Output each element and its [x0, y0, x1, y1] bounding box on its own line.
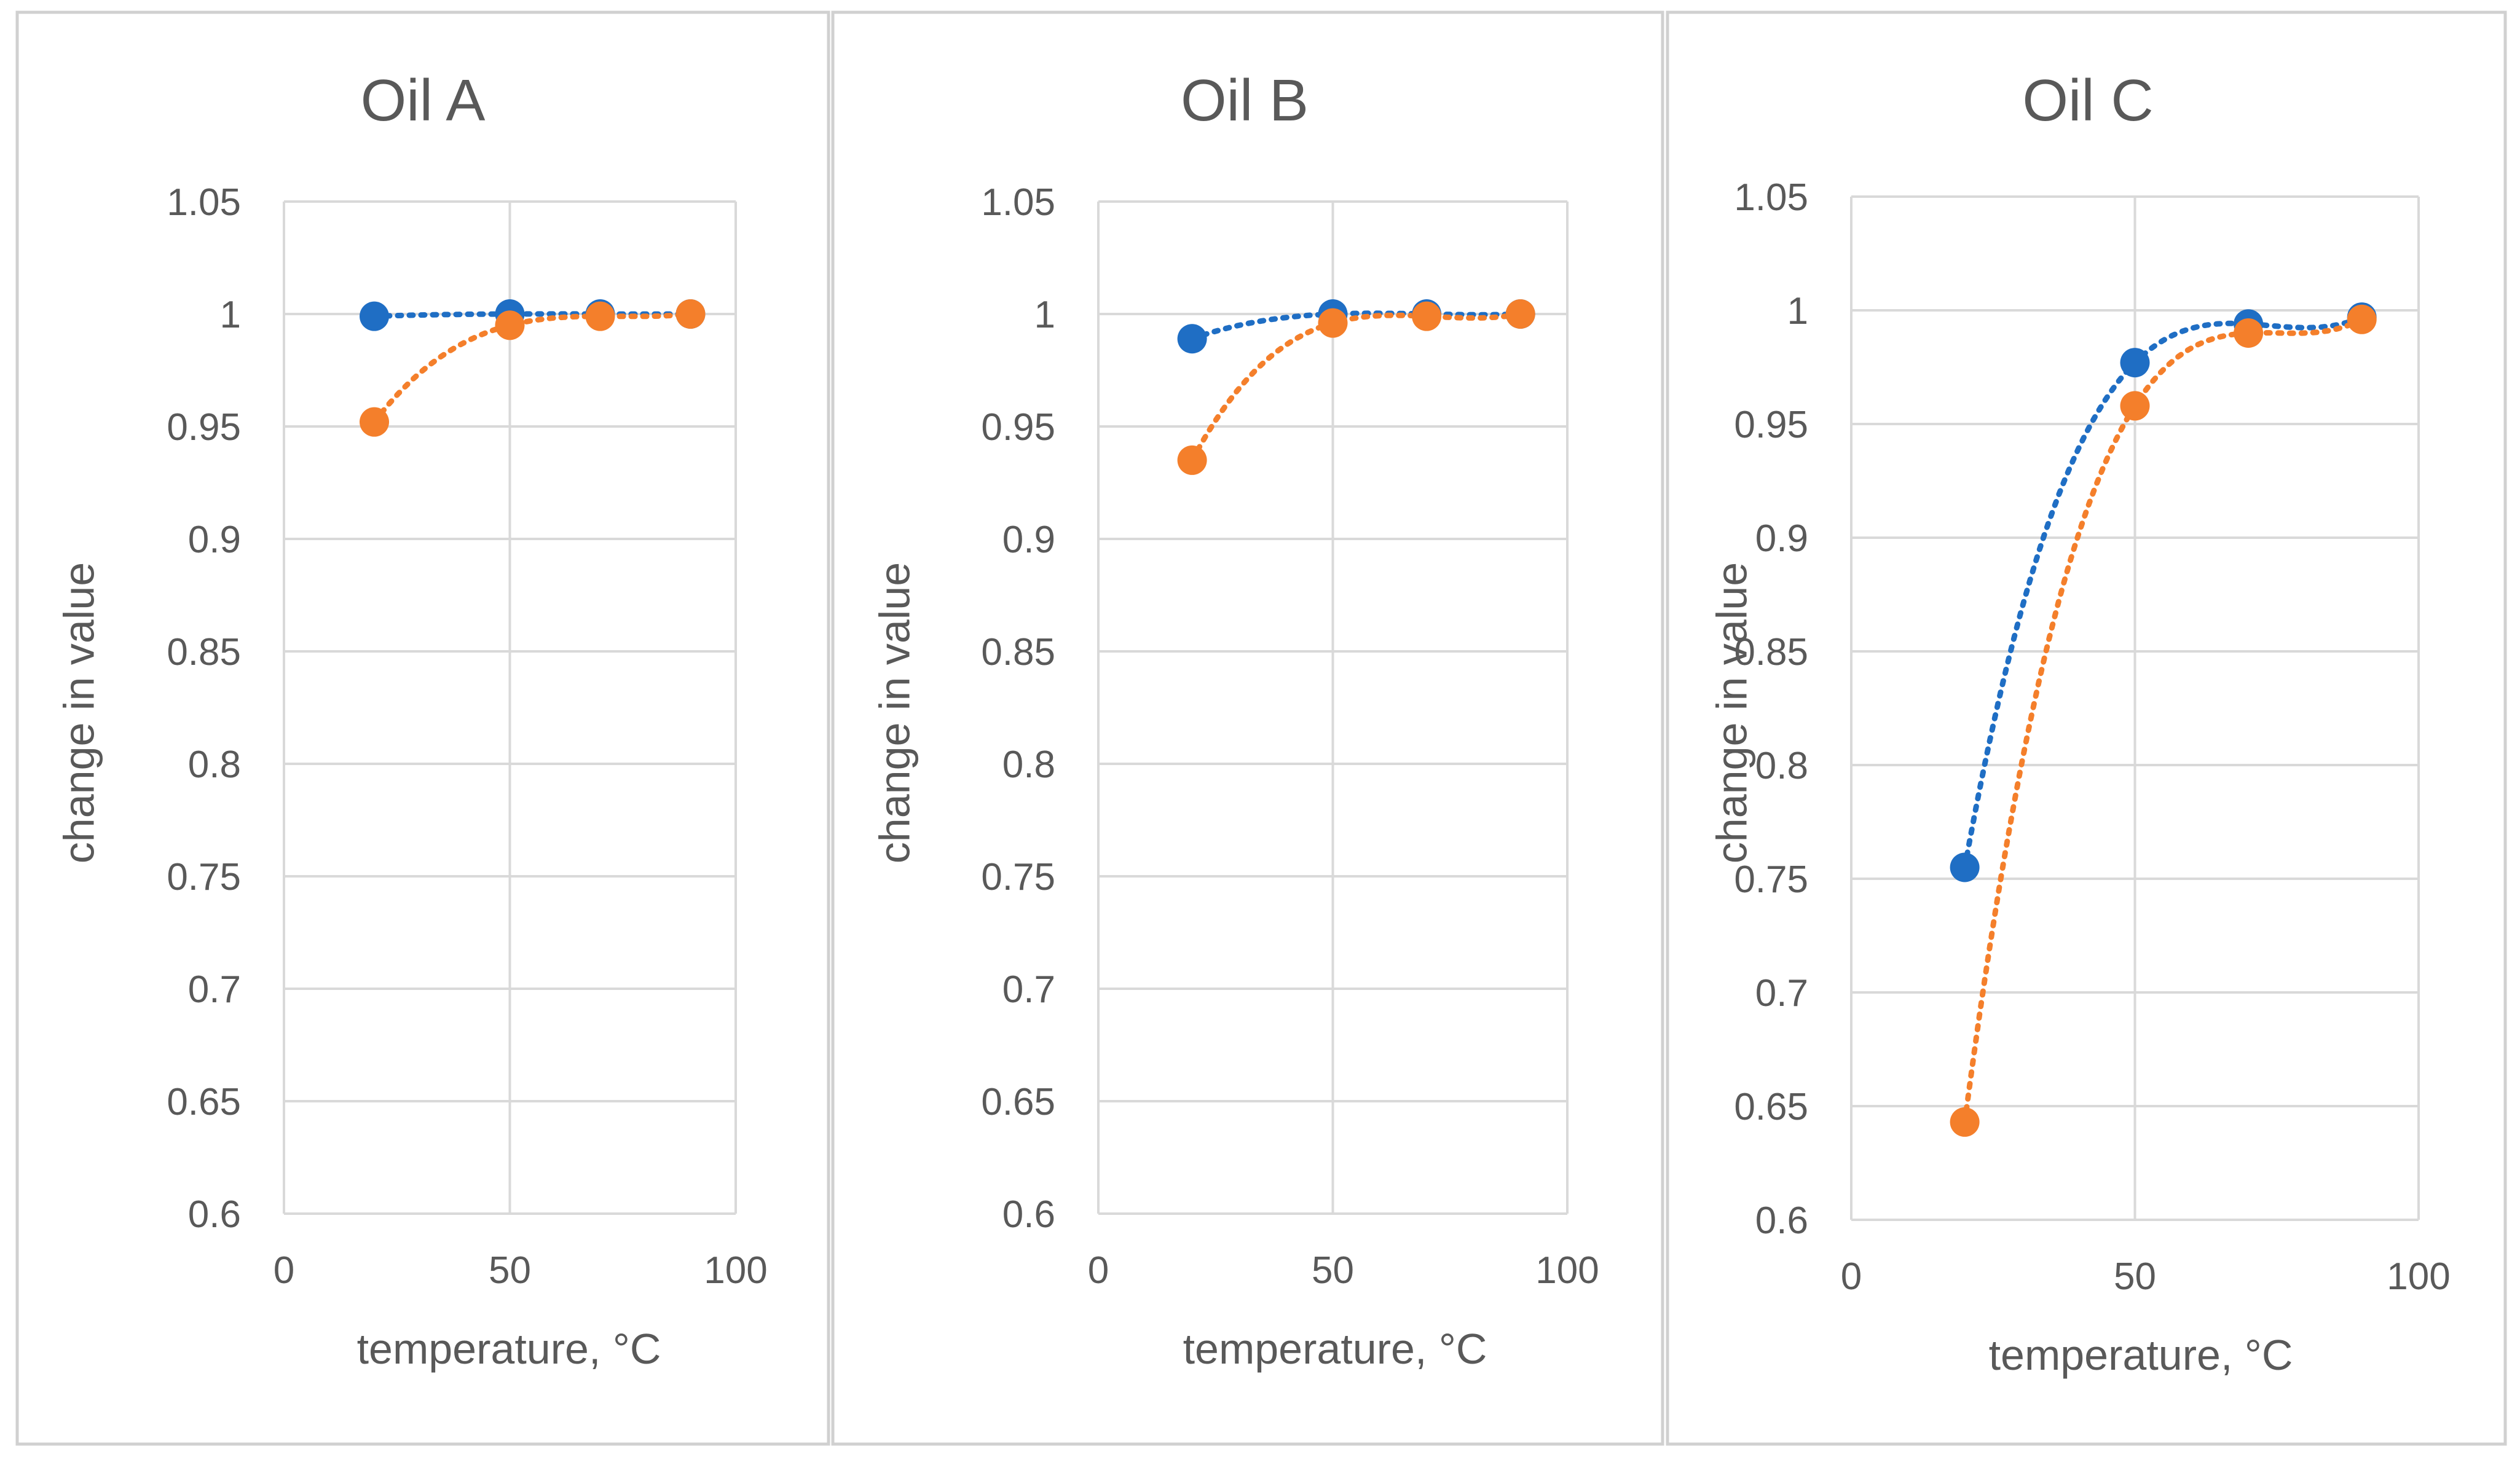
y-tick-label: 0.65: [981, 1081, 1055, 1123]
chart-frame: [1666, 10, 2507, 1446]
y-axis-label: change in value: [871, 562, 919, 863]
x-tick-label: 100: [2387, 1255, 2450, 1298]
y-tick-label: 0.95: [167, 406, 241, 449]
chart-title: Oil A: [361, 68, 486, 133]
y-tick-label: 0.9: [1002, 519, 1055, 561]
data-point-series-2: [495, 310, 525, 340]
data-point-series-2: [1318, 308, 1348, 338]
y-tick-label: 0.8: [1002, 744, 1055, 786]
y-axis-label: change in value: [1708, 562, 1756, 863]
y-tick-label: 0.8: [1755, 745, 1808, 787]
data-point-series-1: [1177, 324, 1207, 354]
data-point-series-2: [360, 407, 389, 437]
data-point-series-1: [360, 301, 389, 331]
data-point-series-2: [1505, 299, 1535, 329]
trendline-series-2: [1189, 311, 1524, 463]
trendline-series-2: [371, 311, 693, 425]
x-tick-label: 50: [489, 1249, 531, 1292]
y-tick-label: 0.75: [167, 856, 241, 898]
y-tick-label: 0.7: [1755, 972, 1808, 1015]
y-tick-label: 0.95: [981, 406, 1055, 449]
y-tick-label: 0.65: [167, 1081, 241, 1123]
x-axis-label: temperature, °C: [1989, 1331, 2293, 1379]
chart-title: Oil B: [1181, 68, 1309, 133]
data-point-series-2: [2120, 391, 2150, 421]
y-tick-label: 1.05: [167, 181, 241, 224]
y-tick-label: 1.05: [981, 181, 1055, 224]
trendline-series-1: [1189, 310, 1524, 342]
y-tick-label: 0.6: [188, 1193, 241, 1236]
y-tick-label: 1: [1787, 290, 1808, 332]
y-tick-label: 0.65: [1734, 1086, 1808, 1128]
y-tick-label: 0.85: [1734, 631, 1808, 674]
y-axis-label: change in value: [55, 562, 103, 863]
y-tick-label: 0.9: [188, 519, 241, 561]
y-tick-label: 0.8: [188, 744, 241, 786]
x-axis-label: temperature, °C: [357, 1325, 661, 1373]
x-axis-label: temperature, °C: [1183, 1325, 1487, 1373]
y-tick-label: 0.9: [1755, 517, 1808, 560]
x-tick-label: 100: [1535, 1249, 1599, 1292]
x-tick-label: 0: [274, 1249, 294, 1292]
chart-panel: 0.6 0.65 0.7 0.75 0.8 0.85 0.9 0.95 1 1.05 0 50 100 O…: [15, 10, 830, 1446]
y-tick-label: 0.7: [188, 968, 241, 1011]
y-tick-label: 0.85: [981, 631, 1055, 674]
trendline-series-2: [1962, 316, 2365, 1125]
chart-frame: [831, 10, 1664, 1446]
trendline-series-1: [1962, 314, 2365, 870]
y-tick-label: 1: [220, 294, 241, 336]
chart-panel: 0.6 0.65 0.7 0.75 0.8 0.85 0.9 0.95 1 1.05 0 50 100 O…: [1666, 10, 2507, 1446]
chart-panel: 0.6 0.65 0.7 0.75 0.8 0.85 0.9 0.95 1 1.05 0 50 100 O…: [831, 10, 1664, 1446]
y-tick-label: 0.75: [1734, 858, 1808, 901]
data-point-series-1: [2120, 348, 2150, 378]
x-tick-label: 0: [1841, 1255, 1862, 1298]
data-point-series-2: [1950, 1107, 1980, 1137]
y-tick-label: 0.6: [1002, 1193, 1055, 1236]
data-point-series-1: [1950, 852, 1980, 882]
trendline-series-1: [371, 311, 693, 320]
x-tick-label: 50: [1312, 1249, 1354, 1292]
y-tick-label: 1.05: [1734, 176, 1808, 219]
y-tick-label: 1: [1034, 294, 1055, 336]
data-point-series-2: [1177, 445, 1207, 475]
data-point-series-2: [675, 299, 706, 329]
y-tick-label: 0.75: [981, 856, 1055, 898]
chart-title: Oil C: [2022, 68, 2153, 133]
y-tick-label: 0.95: [1734, 404, 1808, 446]
y-tick-label: 0.6: [1755, 1200, 1808, 1242]
data-point-series-2: [2234, 318, 2264, 348]
x-tick-label: 100: [704, 1249, 767, 1292]
data-point-series-2: [1412, 301, 1442, 331]
x-tick-label: 50: [2114, 1255, 2156, 1298]
data-point-series-2: [585, 301, 615, 331]
chart-frame: [15, 10, 830, 1446]
y-tick-label: 0.7: [1002, 968, 1055, 1011]
data-point-series-2: [2347, 304, 2377, 334]
y-tick-label: 0.85: [167, 631, 241, 674]
x-tick-label: 0: [1088, 1249, 1109, 1292]
